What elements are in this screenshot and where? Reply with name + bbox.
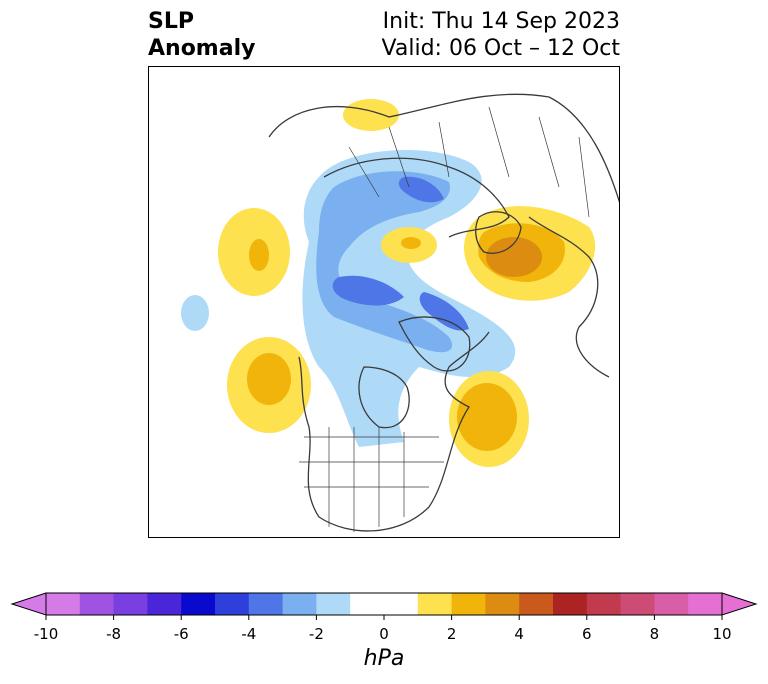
valid-range: Valid: 06 Oct – 12 Oct [381, 36, 620, 61]
scandinavia-coast [475, 211, 522, 254]
colorbar-segment [485, 593, 520, 615]
negative-anomaly-strong-3 [398, 176, 444, 203]
colorbar-segment [519, 593, 554, 615]
colorbar-tick-label: 4 [514, 625, 524, 643]
north-america-coast [298, 331, 490, 532]
colorbar-tick-label: -8 [106, 625, 122, 643]
colorbar-tick-label: -10 [33, 625, 59, 643]
positive-anomaly-siberia-core [486, 237, 542, 277]
colorbar-segments [10, 592, 758, 616]
colorbar-segment [147, 593, 182, 615]
colorbar-extend-min [10, 592, 47, 616]
eurasia-coast [268, 93, 619, 203]
forecast-dates: Init: Thu 14 Sep 2023 Valid: 06 Oct – 12… [382, 8, 620, 62]
anomaly-fill-layer [181, 99, 596, 467]
map-panel [148, 66, 620, 538]
colorbar-tick-label: 8 [649, 625, 660, 643]
colorbar-segment [282, 593, 317, 615]
positive-anomaly-alaska-core [247, 353, 291, 405]
eurasia-borders [348, 106, 590, 218]
colorbar-segment [113, 593, 148, 615]
colorbar-segment [688, 593, 723, 615]
us-state-grid [299, 427, 444, 532]
colorbar-tick-label: 6 [582, 625, 592, 643]
negative-anomaly-strong-2 [419, 292, 469, 331]
siberia-coast [323, 157, 510, 238]
colorbar-extend-max [721, 592, 758, 616]
positive-anomaly-west-coast-core [249, 239, 269, 271]
colorbar-segment [451, 593, 486, 615]
colorbar-segment [46, 593, 81, 615]
colorbar-segment [350, 593, 385, 615]
title-line-2: Anomaly [148, 36, 256, 61]
greenland-coast [398, 316, 471, 372]
colorbar-unit-label: hPa [363, 646, 405, 671]
colorbar-segment [248, 593, 284, 615]
positive-anomaly-arctic-core [401, 237, 421, 249]
negative-anomaly-strong [332, 275, 404, 306]
chart-title: SLP Anomaly [148, 8, 255, 62]
colorbar-tick-label: -6 [173, 625, 189, 643]
coastline-layer [268, 93, 619, 532]
colorbar-tick-label: 2 [446, 625, 457, 643]
colorbar-segment [316, 593, 351, 615]
colorbar-segment [79, 593, 115, 615]
positive-anomaly-atlantic-core [457, 383, 517, 451]
colorbar-tick-label: 0 [379, 625, 389, 643]
hudson-bay [358, 366, 410, 429]
colorbar-tick-label: -4 [241, 625, 257, 643]
colorbar-segment [654, 593, 689, 615]
negative-anomaly-pacific [181, 295, 209, 331]
colorbar-tick-label: -2 [308, 625, 324, 643]
europe-coast [528, 216, 610, 378]
colorbar-segment [181, 593, 216, 615]
colorbar-segment [553, 593, 588, 615]
colorbar-segment [417, 593, 453, 615]
colorbar-tick-label: 10 [712, 625, 732, 643]
colorbar-segment [215, 593, 250, 615]
title-line-1: SLP [148, 9, 194, 34]
colorbar-segment [620, 593, 655, 615]
anomaly-map [181, 93, 619, 532]
colorbar-ticks [45, 615, 723, 620]
negative-anomaly-medium [316, 171, 453, 353]
init-date: Init: Thu 14 Sep 2023 [382, 9, 620, 34]
colorbar-segment [384, 593, 419, 615]
colorbar [10, 592, 758, 620]
colorbar-segment [586, 593, 622, 615]
positive-anomaly-japan [343, 99, 399, 131]
